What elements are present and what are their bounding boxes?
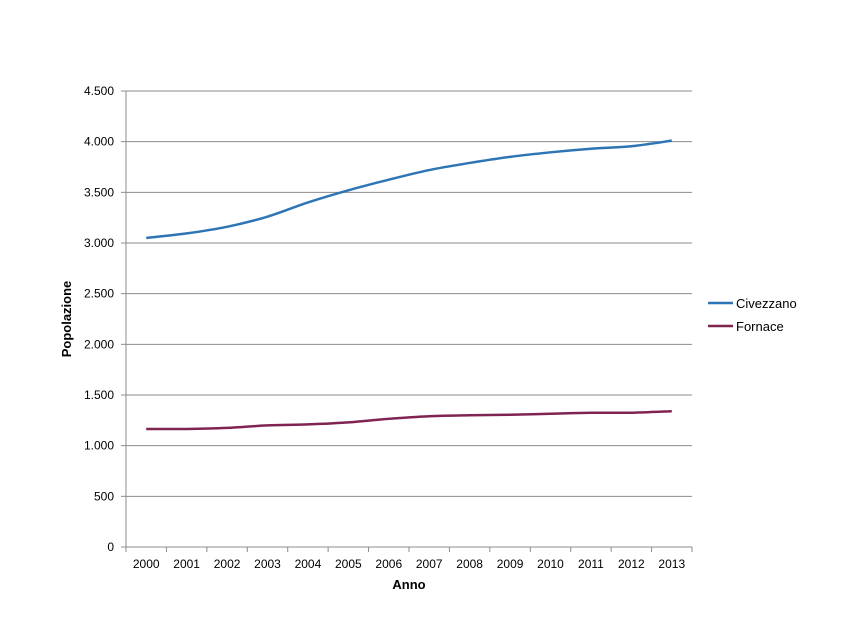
x-tick-label: 2011 xyxy=(578,557,604,571)
x-tick-label: 2006 xyxy=(375,557,402,571)
x-tick-label: 2007 xyxy=(416,557,443,571)
x-tick-label: 2000 xyxy=(133,557,160,571)
series-line-fornace xyxy=(146,409,672,431)
y-tick-label: 3.500 xyxy=(84,185,114,199)
y-tick-label: 1.000 xyxy=(84,439,114,453)
y-tick-label: 0 xyxy=(107,540,114,554)
x-tick-label: 2001 xyxy=(173,557,200,571)
y-tick-label: 1.500 xyxy=(84,388,114,402)
legend-label: Fornace xyxy=(736,319,784,334)
x-tick-label: 2003 xyxy=(254,557,281,571)
y-tick-label: 2.000 xyxy=(84,337,114,351)
y-tick-label: 4.000 xyxy=(84,135,114,149)
y-tick-label: 2.500 xyxy=(84,287,114,301)
x-tick-label: 2002 xyxy=(214,557,241,571)
y-tick-label: 500 xyxy=(94,489,114,503)
x-tick-label: 2005 xyxy=(335,557,362,571)
x-tick-label: 2012 xyxy=(618,557,645,571)
x-tick-label: 2004 xyxy=(295,557,322,571)
x-tick-label: 2013 xyxy=(658,557,685,571)
x-tick-label: 2010 xyxy=(537,557,564,571)
y-axis-title: Popolazione xyxy=(59,281,74,358)
x-tick-label: 2009 xyxy=(497,557,524,571)
y-tick-label: 3.000 xyxy=(84,236,114,250)
x-axis-title: Anno xyxy=(392,577,425,592)
legend-label: Civezzano xyxy=(736,296,797,311)
y-tick-label: 4.500 xyxy=(84,84,114,98)
series-line-civezzano xyxy=(146,139,672,240)
x-tick-label: 2008 xyxy=(456,557,483,571)
